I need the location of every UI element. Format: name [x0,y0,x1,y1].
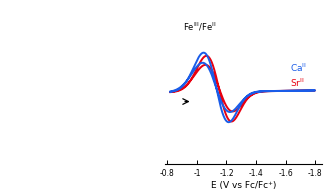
Text: Sr$^\mathregular{II}$: Sr$^\mathregular{II}$ [290,77,305,89]
Text: Ca$^\mathregular{II}$: Ca$^\mathregular{II}$ [290,61,307,74]
Text: Fe$^\mathregular{III}$/Fe$^\mathregular{II}$: Fe$^\mathregular{III}$/Fe$^\mathregular{… [183,20,216,33]
X-axis label: E (V vs Fc/Fc⁺): E (V vs Fc/Fc⁺) [211,181,276,189]
